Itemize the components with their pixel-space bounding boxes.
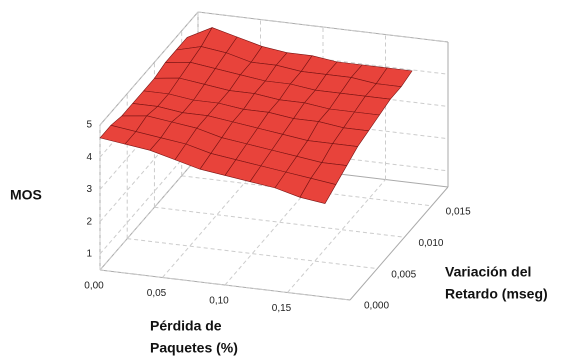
grid-line xyxy=(154,206,405,238)
y-axis-label: Variación del xyxy=(445,264,531,280)
grid-line xyxy=(99,76,199,190)
x-tick-label: 0,05 xyxy=(147,288,167,299)
x-axis-label: Pérdida de xyxy=(150,318,222,334)
surface-cell xyxy=(299,178,337,204)
x-axis-label: Paquetes (%) xyxy=(150,340,238,356)
y-tick-label: 0,015 xyxy=(446,206,471,217)
x-tick-label: 0,10 xyxy=(209,296,229,307)
x-tick-label: 0,00 xyxy=(84,281,104,292)
grid-line xyxy=(127,238,378,270)
z-tick-label: 1 xyxy=(86,249,92,260)
grid-line xyxy=(162,164,261,278)
box-edge xyxy=(197,11,449,43)
grid-line xyxy=(99,11,199,126)
y-axis-label: Retardo (mseg) xyxy=(445,286,548,302)
z-axis-label: MOS xyxy=(10,187,42,203)
z-tick-label: 5 xyxy=(86,120,92,131)
y-tick-label: 0,005 xyxy=(391,269,416,280)
x-tick-label: 0,15 xyxy=(272,303,292,314)
y-tick-label: 0,000 xyxy=(364,301,389,312)
grid-line xyxy=(224,171,324,286)
grid-line xyxy=(99,108,199,222)
grid-line xyxy=(287,179,386,293)
y-tick-label: 0,010 xyxy=(418,238,443,249)
z-tick-label: 4 xyxy=(86,152,92,163)
grid-line xyxy=(99,140,199,255)
z-tick-label: 2 xyxy=(86,216,92,227)
grid-line xyxy=(99,156,199,271)
z-tick-label: 3 xyxy=(86,184,92,195)
box-edge xyxy=(349,186,449,301)
